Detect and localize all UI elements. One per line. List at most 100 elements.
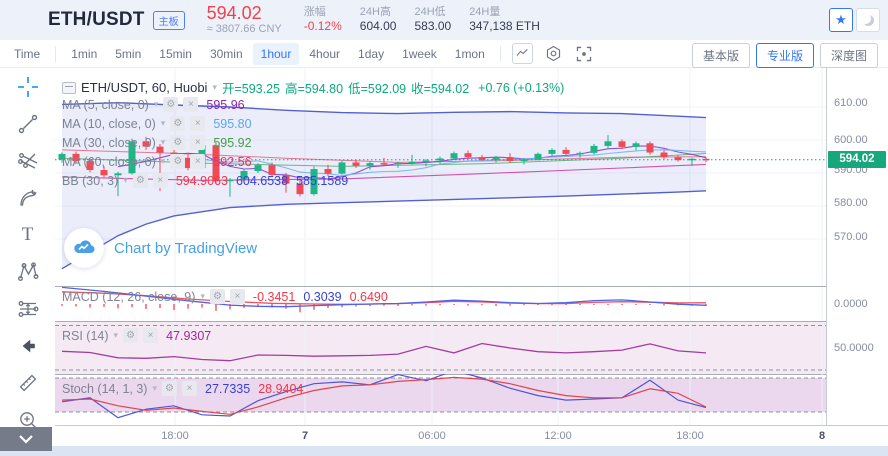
gear-icon[interactable]: ⚙ bbox=[170, 154, 186, 169]
back-arrow-icon bbox=[22, 339, 35, 352]
chevron-down-icon: ▾ bbox=[123, 175, 128, 185]
interval-toolbar: Time 1min 5min 15min 30min 1hour 4hour 1… bbox=[0, 40, 888, 68]
gear-icon[interactable]: ⚙ bbox=[163, 97, 179, 112]
indicator-legend-stoch: Stoch (14, 1, 3) ▾ ⚙ × 27.7335 28.9404 bbox=[62, 381, 304, 396]
pattern-tool[interactable] bbox=[0, 253, 55, 290]
basic-view-button[interactable]: 基本版 bbox=[691, 43, 750, 68]
crosshair-tool[interactable] bbox=[0, 68, 55, 105]
tab-1hour[interactable]: 1hour bbox=[252, 42, 300, 65]
close-icon[interactable]: × bbox=[190, 116, 206, 131]
ohlc-change: +0.76 (+0.13%) bbox=[478, 80, 565, 95]
chevron-down-icon: ▾ bbox=[113, 330, 119, 340]
rsi-pane[interactable] bbox=[55, 322, 826, 374]
tab-15min[interactable]: 15min bbox=[159, 46, 192, 61]
legend-collapse-icon[interactable] bbox=[62, 81, 76, 94]
gear-icon[interactable]: ⚙ bbox=[123, 328, 139, 343]
stat-change: 涨幅 -0.12% bbox=[303, 5, 342, 34]
theme-toggle-button[interactable] bbox=[856, 8, 880, 32]
tab-5min[interactable]: 5min bbox=[115, 46, 142, 61]
header-stats: 涨幅 -0.12% 24H高 604.00 24H低 583.00 24H量 3… bbox=[304, 6, 540, 35]
header: ETH/USDT 主板 594.02 ≈ 3807.66 CNY 涨幅 -0.1… bbox=[0, 0, 888, 40]
trendline-tool[interactable] bbox=[0, 105, 55, 142]
gear-icon[interactable]: ⚙ bbox=[132, 173, 148, 188]
main-legend: ETH/USDT, 60, Huobi ▾ 开=593.25 高=594.80 … bbox=[62, 78, 564, 97]
brush-tool[interactable] bbox=[0, 179, 55, 216]
stat-24h-volume: 24H量 347,138 ETH bbox=[469, 5, 540, 34]
time-tick: 12:00 bbox=[544, 430, 572, 442]
chevron-down-icon: ▾ bbox=[152, 383, 157, 393]
back-arrow-button[interactable] bbox=[0, 327, 55, 364]
pitchfork-tool[interactable] bbox=[0, 142, 55, 179]
measure-tool[interactable] bbox=[0, 364, 55, 401]
indicator-legend-ma30: MA (30, close, 0) ▾ ⚙ × 595.92 bbox=[62, 135, 252, 150]
kline-style-icon bbox=[516, 49, 528, 56]
close-icon[interactable]: × bbox=[183, 97, 199, 112]
gear-icon[interactable]: ⚙ bbox=[162, 381, 177, 396]
tab-30min[interactable]: 30min bbox=[209, 46, 243, 61]
chevron-down-icon: ▾ bbox=[160, 118, 166, 128]
tradingview-logo[interactable] bbox=[64, 228, 104, 268]
macd-axis-tick: 0.0000 bbox=[834, 298, 868, 310]
tab-1mon[interactable]: 1mon bbox=[454, 46, 485, 61]
gear-icon[interactable]: ⚙ bbox=[209, 289, 225, 304]
tradingview-watermark: Chart by TradingView bbox=[64, 228, 257, 268]
zoom-in-tool[interactable] bbox=[0, 401, 55, 438]
time-axis[interactable]: 18:00 7 06:00 12:00 18:00 8 bbox=[55, 425, 888, 446]
cloud-logo-icon bbox=[74, 240, 95, 254]
prediction-tool[interactable] bbox=[0, 290, 55, 327]
close-icon[interactable]: × bbox=[152, 173, 168, 188]
text-tool[interactable]: T bbox=[0, 216, 55, 253]
gear-icon[interactable]: ⚙ bbox=[170, 116, 186, 131]
legend-title: ETH/USDT, 60, Huobi bbox=[81, 80, 208, 95]
indicator-legend-macd: MACD (12, 26, close, 9) ▾ ⚙ × -0.3451 0.… bbox=[62, 289, 388, 304]
tab-1week[interactable]: 1week bbox=[402, 46, 437, 61]
ruler-icon bbox=[19, 374, 36, 391]
brush-icon bbox=[19, 189, 37, 206]
tab-4hour[interactable]: 4hour bbox=[309, 46, 341, 61]
tab-time[interactable]: Time bbox=[14, 46, 41, 61]
time-tick: 7 bbox=[301, 430, 309, 442]
time-tick: 18:00 bbox=[676, 430, 704, 442]
close-icon[interactable]: × bbox=[182, 381, 197, 396]
divider bbox=[55, 45, 57, 62]
indicator-button[interactable] bbox=[543, 43, 564, 64]
view-switcher: 基本版 专业版 深度图 bbox=[691, 43, 878, 68]
time-tick: 18:00 bbox=[161, 430, 189, 442]
star-icon: ★ bbox=[835, 12, 847, 27]
chevron-down-icon: ▾ bbox=[160, 137, 166, 147]
screenshot-icon bbox=[577, 46, 592, 61]
favorite-button[interactable]: ★ bbox=[829, 8, 853, 32]
collapse-drawing-bar-button[interactable] bbox=[0, 427, 52, 451]
screenshot-button[interactable] bbox=[574, 43, 595, 64]
ohlc-high: 高=594.80 bbox=[285, 82, 344, 96]
pitchfork-icon bbox=[17, 152, 37, 169]
price-axis[interactable]: 610.00 600.00 590.00 580.00 570.00 594.0… bbox=[826, 68, 888, 425]
close-icon[interactable]: × bbox=[190, 135, 206, 150]
chevron-down-icon: ▾ bbox=[200, 291, 205, 301]
close-icon[interactable]: × bbox=[229, 289, 245, 304]
bottom-strip bbox=[0, 446, 888, 456]
tab-1day[interactable]: 1day bbox=[358, 46, 385, 61]
chevron-down-icon[interactable]: ▾ bbox=[212, 82, 217, 92]
close-icon[interactable]: × bbox=[190, 154, 206, 169]
price-tick: 610.00 bbox=[834, 97, 868, 109]
indicator-legend-rsi: RSI (14) ▾ ⚙ × 47.9307 bbox=[62, 328, 212, 343]
stat-24h-high: 24H高 604.00 bbox=[359, 5, 397, 34]
pro-view-button[interactable]: 专业版 bbox=[755, 43, 814, 68]
rsi-axis-tick: 50.0000 bbox=[834, 342, 874, 354]
gear-icon[interactable]: ⚙ bbox=[170, 135, 186, 150]
depth-view-button[interactable]: 深度图 bbox=[819, 43, 878, 68]
indicator-legend-ma5: MA (5, close, 0) ▾ ⚙ × 595.96 bbox=[62, 97, 245, 112]
ohlc-open: 开=593.25 bbox=[221, 82, 281, 96]
time-tick: 8 bbox=[818, 430, 826, 442]
divider bbox=[499, 45, 501, 62]
header-actions: ★ bbox=[829, 8, 880, 32]
fiat-approx: ≈ 3807.66 CNY bbox=[206, 23, 282, 36]
indicator-legend-ma60: MA (60, close, 0) ▾ ⚙ × 592.56 bbox=[62, 154, 252, 169]
tab-1min[interactable]: 1min bbox=[71, 46, 98, 61]
macd-pane[interactable] bbox=[55, 286, 826, 322]
chart-style-button[interactable] bbox=[511, 43, 533, 64]
indicator-legend-bb: BB (30, 3) ▾ ⚙ × 594.9063 604.6538 585.1… bbox=[62, 173, 349, 188]
indicator-icon bbox=[546, 45, 560, 62]
close-icon[interactable]: × bbox=[143, 328, 159, 343]
